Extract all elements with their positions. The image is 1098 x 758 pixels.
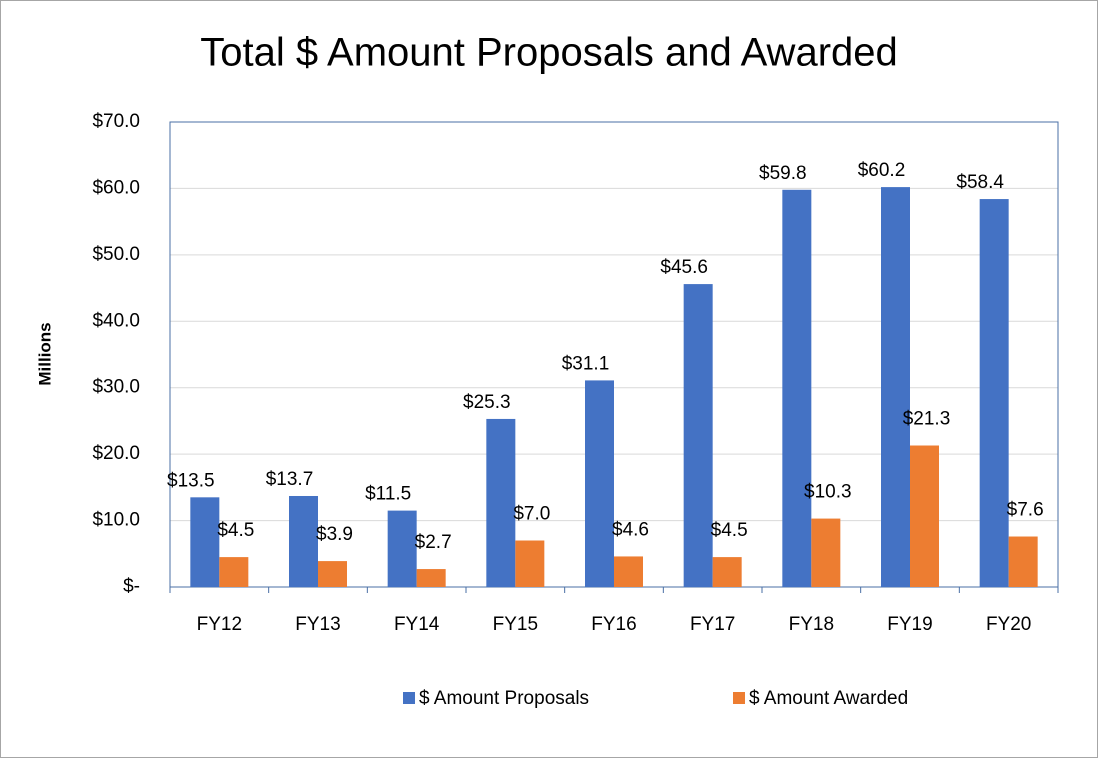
bar [683,284,713,587]
y-axis-label: Millions [35,322,54,385]
x-tick-label: FY17 [690,614,735,635]
data-label: $2.7 [415,532,452,553]
x-tick-label: FY12 [197,614,242,635]
bar [515,540,545,587]
bar [979,199,1009,588]
x-tick-label: FY16 [591,614,636,635]
bar [318,561,347,587]
x-tick-label: FY19 [887,614,932,635]
data-label: $21.3 [903,409,951,430]
legend-swatch [733,692,745,704]
bar [486,418,516,587]
bar [811,518,841,587]
data-label: $45.6 [660,257,708,278]
bar [910,445,939,587]
data-label: $60.2 [858,160,906,181]
bar [190,497,220,587]
data-label: $4.5 [217,520,254,541]
data-label: $31.1 [562,353,610,374]
x-tick-label: FY18 [789,614,834,635]
bar [289,495,318,587]
y-tick-label: $20.0 [92,443,140,464]
data-label: $13.7 [266,469,314,490]
bar [614,556,643,587]
y-tick-label: $50.0 [92,244,140,265]
y-tick-label: $70.0 [92,111,140,132]
data-label: $7.6 [1007,500,1044,521]
bar [585,380,614,587]
bar [881,187,910,587]
y-tick-label: $60.0 [92,177,140,198]
data-label: $7.0 [513,504,550,525]
x-tick-label: FY14 [394,614,440,635]
x-tick-label: FY13 [295,614,340,635]
bar [782,189,812,587]
data-label: $4.6 [612,519,649,540]
data-label: $59.8 [759,163,807,184]
data-label: $4.5 [711,520,748,541]
data-label: $58.4 [956,172,1004,193]
bar [219,557,249,587]
bar [416,569,446,587]
y-tick-label: $30.0 [92,377,140,398]
y-tick-label: $10.0 [92,510,140,531]
data-label: $25.3 [463,392,511,413]
y-tick-label: $40.0 [92,310,140,331]
x-tick-label: FY20 [986,614,1031,635]
data-label: $10.3 [804,482,852,503]
data-label: $13.5 [167,470,215,491]
legend-label: $ Amount Proposals [419,688,589,709]
data-label: $3.9 [316,524,353,545]
chart-title: Total $ Amount Proposals and Awarded [200,31,898,75]
data-label: $11.5 [365,484,411,505]
legend-swatch [403,692,415,704]
bar [387,510,417,587]
legend-label: $ Amount Awarded [749,688,908,709]
x-tick-label: FY15 [493,614,538,635]
bar [712,557,742,587]
bar [1008,536,1038,587]
y-tick-label: $- [123,576,140,597]
